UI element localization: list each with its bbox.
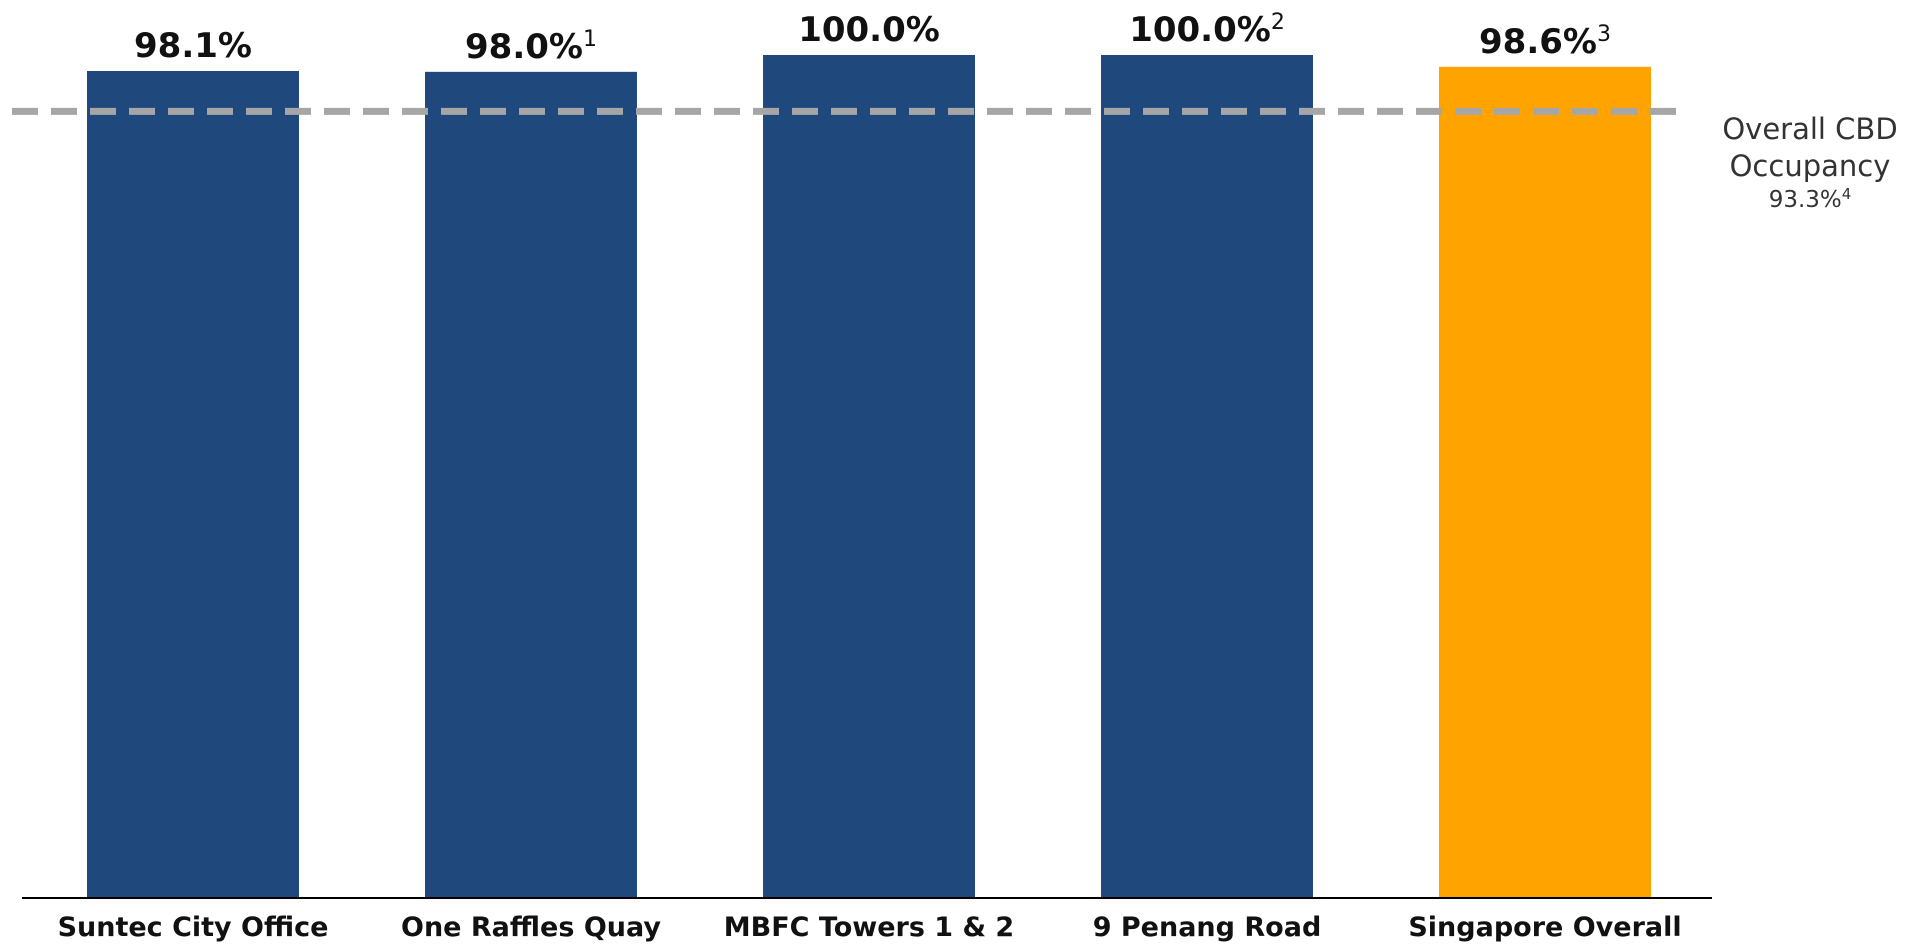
- bar-4: [1101, 55, 1313, 897]
- category-label-4: 9 Penang Road: [1093, 912, 1322, 943]
- bar-2: [425, 71, 637, 898]
- reference-label-line-2: Occupancy: [1730, 149, 1891, 183]
- category-label-3: MBFC Towers 1 & 2: [724, 912, 1014, 943]
- category-label-5: Singapore Overall: [1408, 912, 1681, 943]
- value-label-1: 98.1%: [134, 26, 252, 66]
- bar-5: [1439, 66, 1651, 897]
- category-label-1: Suntec City Office: [58, 912, 329, 943]
- category-label-2: One Raffles Quay: [401, 912, 661, 943]
- value-label-2: 98.0%1: [465, 27, 597, 67]
- reference-value-label: 93.3%4: [1769, 185, 1852, 213]
- bar-3: [763, 55, 975, 897]
- reference-label-line-1: Overall CBD: [1722, 112, 1897, 146]
- bar-1: [87, 70, 299, 898]
- value-label-5: 98.6%3: [1479, 22, 1611, 62]
- value-label-3: 100.0%: [798, 10, 940, 50]
- value-label-4: 100.0%2: [1129, 10, 1285, 50]
